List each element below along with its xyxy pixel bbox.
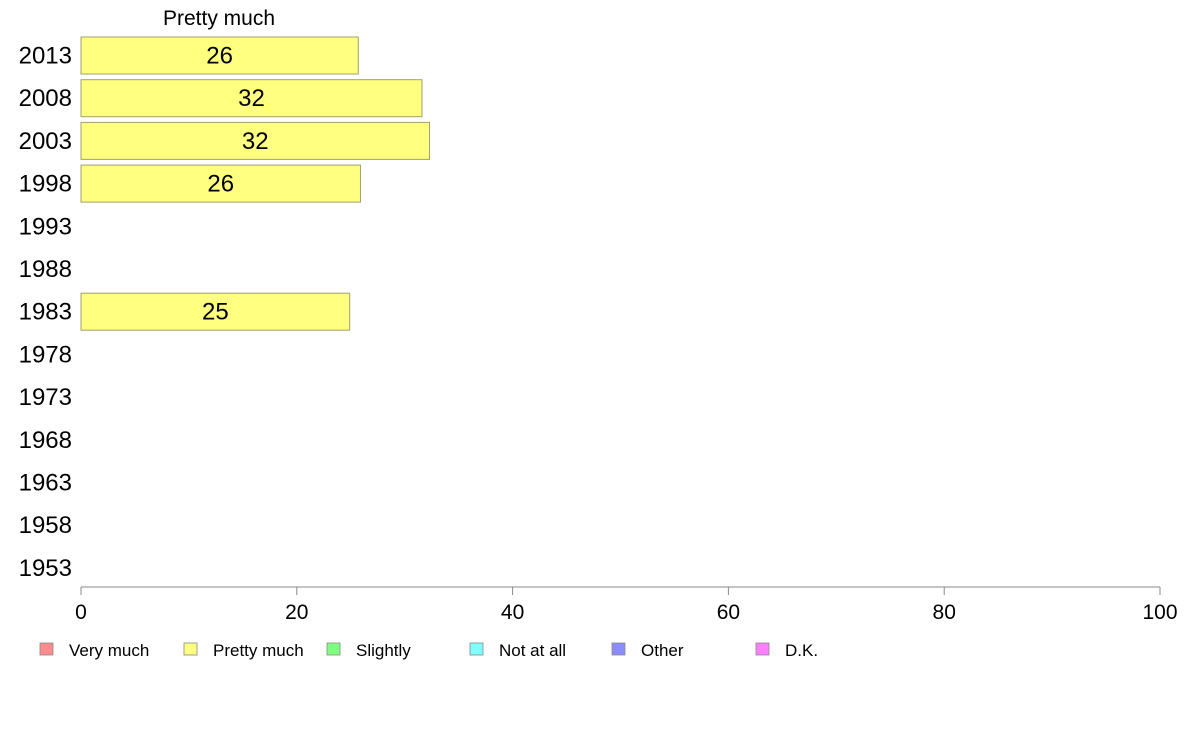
legend-label-very-much: Very much	[69, 641, 149, 660]
legend-label-d-k: D.K.	[785, 641, 818, 660]
legend-swatch-d-k	[755, 642, 770, 656]
legend-label-other: Other	[641, 641, 684, 660]
x-tick-label-100: 100	[1142, 601, 1177, 624]
legend-swatch-slightly	[326, 642, 341, 656]
bars	[80, 36, 431, 331]
bar-1998	[80, 164, 361, 203]
year-label-2008: 2008	[19, 85, 72, 112]
legend-swatch-very-much	[39, 642, 54, 656]
bar-2003	[80, 121, 431, 160]
year-label-1963: 1963	[19, 470, 72, 497]
bar-2008	[80, 79, 423, 118]
year-label-1958: 1958	[19, 512, 72, 539]
year-label-1988: 1988	[19, 256, 72, 283]
legend-swatch-other	[611, 642, 626, 656]
year-label-1953: 1953	[19, 555, 72, 582]
bar-label-1983: 25	[202, 299, 229, 326]
year-label-1968: 1968	[19, 427, 72, 454]
x-tick-label-20: 20	[285, 601, 308, 624]
year-label-2013: 2013	[19, 43, 72, 70]
bar-label-2008: 32	[238, 85, 265, 112]
x-axis: 0 20 40 60 80 100	[75, 586, 1178, 624]
bar-label-1998: 26	[207, 171, 234, 198]
series-title: Pretty much	[163, 7, 275, 30]
year-label-1978: 1978	[19, 341, 72, 368]
bar-label-2003: 32	[242, 128, 269, 155]
legend-label-slightly: Slightly	[356, 641, 411, 660]
legend-swatch-pretty-much	[183, 642, 198, 656]
legend-label-pretty-much: Pretty much	[213, 641, 304, 660]
year-label-1973: 1973	[19, 384, 72, 411]
legend-swatch-not-at-all	[469, 642, 484, 656]
legend: Very much Pretty much Slightly Not at all Ot…	[39, 641, 818, 660]
x-tick-label-40: 40	[501, 601, 524, 624]
legend-label-not-at-all: Not at all	[499, 641, 566, 660]
year-label-1998: 1998	[19, 171, 72, 198]
year-label-1993: 1993	[19, 213, 72, 240]
bar-2013	[80, 36, 359, 75]
x-tick-label-0: 0	[75, 601, 87, 624]
year-label-1983: 1983	[19, 299, 72, 326]
year-labels: 2013 2008 2003 1998 1993 1988 1983 1978 1973 1968…	[19, 43, 72, 582]
x-tick-label-60: 60	[717, 601, 740, 624]
x-tick-label-80: 80	[933, 601, 956, 624]
bar-label-2013: 26	[206, 43, 233, 70]
bar-1983	[80, 292, 351, 331]
year-label-2003: 2003	[19, 128, 72, 155]
